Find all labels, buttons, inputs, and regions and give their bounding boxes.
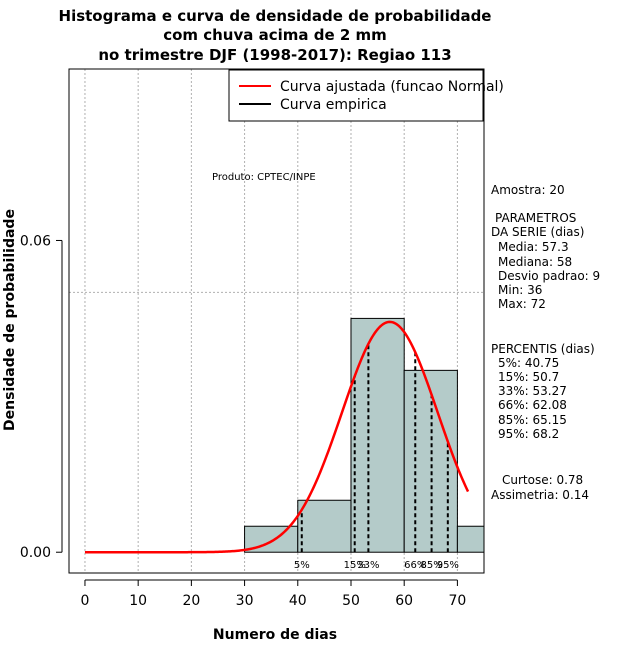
- chart-title-line-1: Histograma e curva de densidade de proba…: [59, 7, 492, 25]
- x-tick-label: 10: [129, 593, 147, 609]
- product-label: Produto: CPTEC/INPE: [212, 172, 316, 183]
- x-tick-label: 20: [182, 593, 200, 609]
- stat-min: Min: 36: [498, 283, 542, 297]
- percentile-label: 15%: [344, 560, 366, 571]
- legend-label-empirical: Curva empirica: [280, 97, 387, 113]
- y-axis-title: Densidade de probabilidade: [2, 209, 18, 431]
- stats-panel: Amostra: 20 PARAMETROS DA SERIE (dias) M…: [491, 183, 600, 502]
- stat-params-title-2: DA SERIE (dias): [491, 225, 584, 239]
- plot-border: [68, 68, 485, 574]
- stat-mediana: Mediana: 58: [498, 255, 572, 269]
- stat-p33: 33%: 53.27: [498, 384, 567, 398]
- legend-box: [228, 69, 484, 122]
- stat-media: Media: 57.3: [498, 240, 569, 254]
- stat-percentis-title: PERCENTIS (dias): [491, 342, 595, 356]
- x-tick-label: 60: [395, 593, 413, 609]
- stat-p5: 5%: 40.75: [498, 356, 559, 370]
- x-tick-label: 40: [289, 593, 307, 609]
- histogram-bar: [297, 499, 352, 553]
- stat-p85: 85%: 65.15: [498, 413, 567, 427]
- stat-assimetria: Assimetria: 0.14: [491, 488, 589, 502]
- x-tick-label: 0: [81, 593, 90, 609]
- legend: Curva ajustada (funcao Normal) Curva emp…: [228, 69, 504, 122]
- percentile-label: 33%: [357, 560, 379, 571]
- stat-p15: 15%: 50.7: [498, 370, 559, 384]
- x-tick-label: 30: [236, 593, 254, 609]
- x-tick-label: 50: [342, 593, 360, 609]
- percentile-lines: 5% 15%33% 66%85%95%: [294, 343, 459, 571]
- axes: 0 10 20 30 40 50 60 70 0.00 0.06: [20, 233, 466, 609]
- percentile-label: 66%: [404, 560, 426, 571]
- percentile-label: 95%: [437, 560, 459, 571]
- x-tick-label: 70: [448, 593, 466, 609]
- stat-max: Max: 72: [498, 297, 546, 311]
- histogram-bar: [456, 525, 485, 553]
- legend-label-normal: Curva ajustada (funcao Normal): [280, 79, 504, 95]
- stat-p95: 95%: 68.2: [498, 427, 559, 441]
- x-axis-title: Numero de dias: [213, 627, 337, 643]
- y-tick-label: 0.00: [20, 545, 51, 561]
- chart-title-line-3: no trimestre DJF (1998-2017): Regiao 113: [98, 46, 451, 64]
- histogram-bar: [350, 317, 405, 553]
- chart-title-line-2: com chuva acima de 2 mm: [163, 26, 387, 44]
- normal-curve: [84, 320, 470, 554]
- stat-desvio: Desvio padrao: 9: [498, 269, 600, 283]
- percentile-label: 85%: [420, 560, 442, 571]
- percentile-label: 5%: [294, 560, 310, 571]
- stat-curtose: Curtose: 0.78: [502, 473, 583, 487]
- stat-params-title-1: PARAMETROS: [495, 211, 576, 225]
- histogram-bar: [244, 525, 299, 553]
- stat-p66: 66%: 62.08: [498, 398, 567, 412]
- stat-sample: Amostra: 20: [491, 183, 565, 197]
- y-tick-label: 0.06: [20, 233, 51, 249]
- normal-curve-layer: [84, 320, 470, 554]
